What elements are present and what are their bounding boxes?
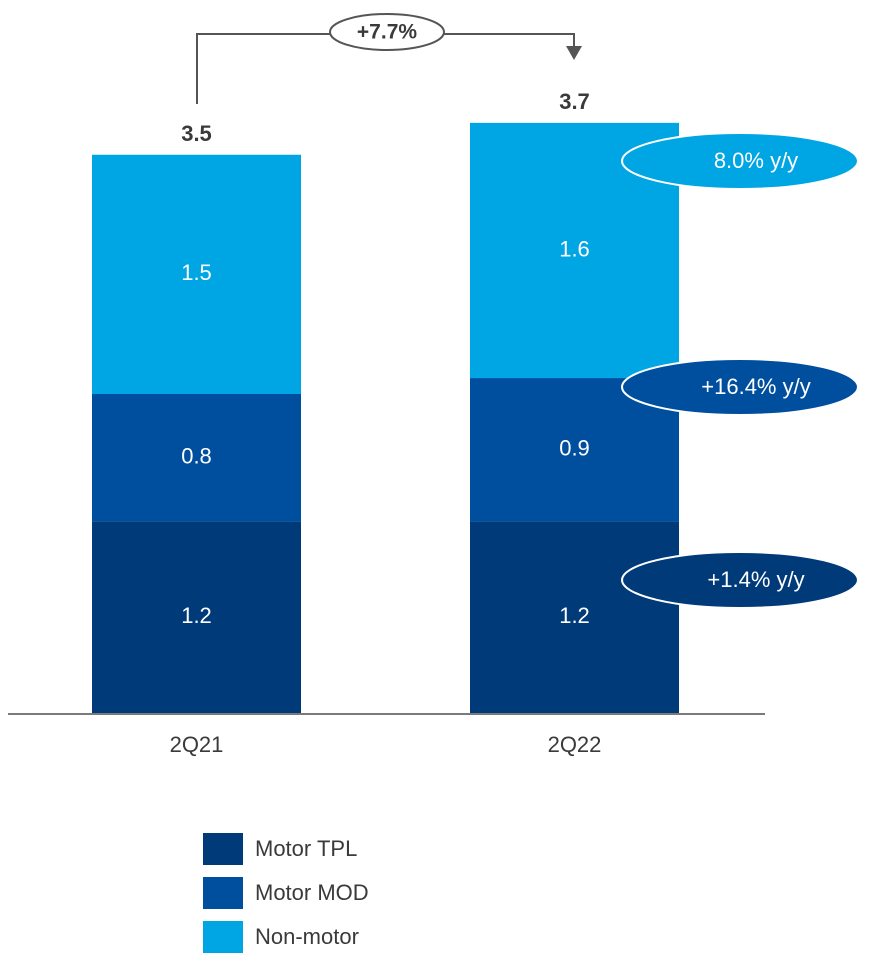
segment-label-motor-tpl-2q21: 1.2 bbox=[181, 603, 212, 628]
yoy-label-non-motor: 8.0% y/y bbox=[714, 148, 798, 173]
yoy-bubble-motor-mod bbox=[621, 358, 859, 416]
segment-label-non-motor-2q21: 1.5 bbox=[181, 260, 212, 285]
legend-item-motor-mod: Motor MOD bbox=[203, 871, 369, 915]
bar-segment-motor-tpl-2q22 bbox=[470, 521, 679, 713]
legend-swatch-motor-mod bbox=[203, 877, 243, 909]
segment-label-motor-mod-2q21: 0.8 bbox=[181, 444, 212, 469]
x-tick-labels: 2Q21 2Q22 bbox=[170, 732, 602, 757]
segment-label-motor-mod-2q22: 0.9 bbox=[559, 436, 590, 461]
x-tick-2q21: 2Q21 bbox=[170, 732, 224, 757]
growth-label: +7.7% bbox=[357, 21, 417, 44]
x-tick-2q22: 2Q22 bbox=[548, 732, 602, 757]
legend-swatch-non-motor bbox=[203, 921, 243, 953]
yoy-label-motor-mod: +16.4% y/y bbox=[701, 374, 810, 399]
yoy-bubble-non-motor bbox=[621, 132, 859, 190]
legend-label-motor-mod: Motor MOD bbox=[255, 880, 369, 905]
growth-connector: +7.7% bbox=[196, 13, 582, 104]
bar-segment-motor-mod-2q21 bbox=[92, 394, 301, 522]
legend-swatch-motor-tpl bbox=[203, 833, 243, 865]
growth-arrowhead bbox=[566, 46, 582, 60]
yoy-label-motor-tpl: +1.4% y/y bbox=[707, 567, 804, 592]
bars-group: 1.2 0.8 1.5 3.5 1.2 0.9 1.6 3.7 bbox=[92, 89, 679, 713]
legend-label-non-motor: Non-motor bbox=[255, 924, 359, 949]
legend-item-motor-tpl: Motor TPL bbox=[203, 827, 369, 871]
bar-segment-motor-tpl-2q21 bbox=[92, 521, 301, 713]
stacked-bar-chart: 1.2 0.8 1.5 3.5 1.2 0.9 1.6 3.7 +7.7% +1.4% y/y… bbox=[8, 13, 859, 757]
total-label-2q21: 3.5 bbox=[181, 121, 212, 146]
yoy-bubbles: +1.4% y/y +16.4% y/y 8.0% y/y bbox=[621, 132, 859, 609]
segment-label-motor-tpl-2q22: 1.2 bbox=[559, 603, 590, 628]
legend-label-motor-tpl: Motor TPL bbox=[255, 836, 358, 861]
total-label-2q22: 3.7 bbox=[559, 89, 590, 114]
bar-segment-non-motor-2q21 bbox=[92, 154, 301, 394]
growth-badge bbox=[329, 13, 445, 51]
legend-item-non-motor: Non-motor bbox=[203, 915, 369, 959]
segment-label-non-motor-2q22: 1.6 bbox=[559, 236, 590, 261]
legend: Motor TPL Motor MOD Non-motor bbox=[203, 827, 369, 959]
growth-bracket-line bbox=[196, 33, 575, 104]
yoy-bubble-motor-tpl bbox=[621, 551, 859, 609]
